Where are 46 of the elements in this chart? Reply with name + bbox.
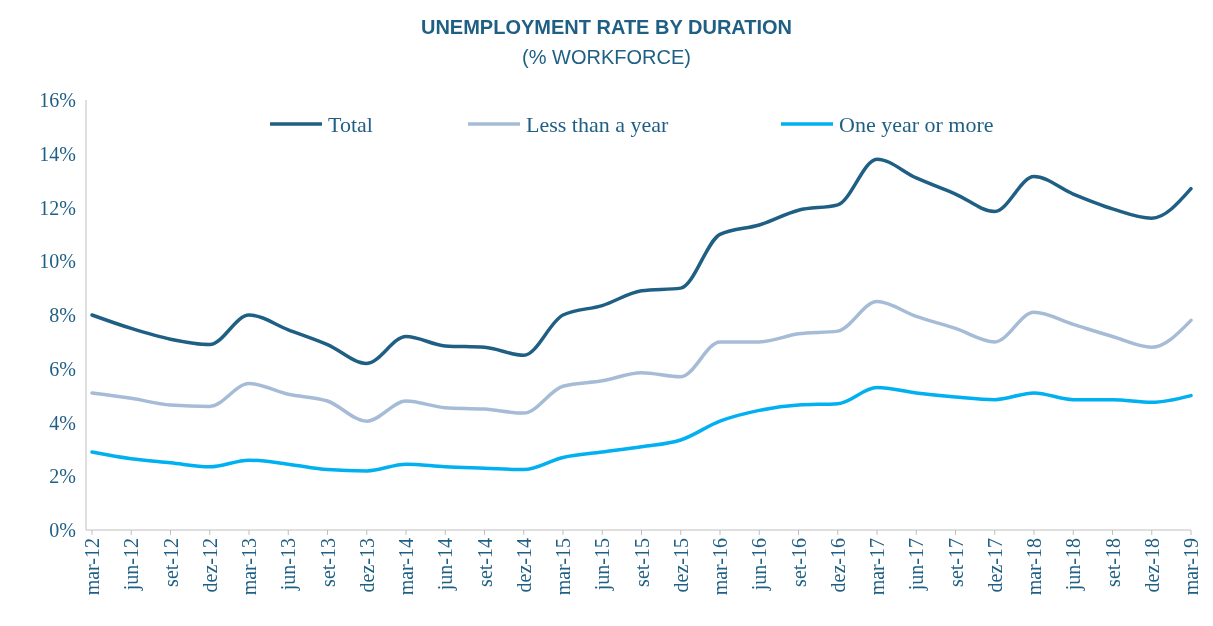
y-tick-label: 12% — [39, 196, 76, 219]
y-tick-label: 14% — [39, 142, 76, 165]
y-tick-label: 4% — [49, 411, 76, 434]
x-tick-label: mar-12 — [81, 538, 103, 596]
chart-subtitle: (% WORKFORCE) — [522, 46, 691, 68]
x-tick-label: mar-17 — [866, 538, 888, 596]
x-tick-label: set-13 — [316, 538, 339, 587]
line-series — [90, 157, 1193, 366]
x-tick-label: dez-14 — [512, 538, 535, 593]
x-tick-label: mar-16 — [709, 538, 731, 596]
x-tick-label: set-12 — [159, 538, 182, 587]
legend-label: One year or more — [839, 111, 994, 137]
x-tick-label: set-14 — [473, 538, 496, 587]
y-tick-label: 2% — [49, 465, 76, 488]
y-tick-label: 10% — [39, 250, 76, 273]
y-tick-label: 8% — [49, 304, 76, 326]
line-series — [90, 385, 1193, 473]
x-tick-label: jun-18 — [1062, 538, 1086, 592]
x-tick-label: mar-18 — [1023, 538, 1045, 596]
legend-label: Total — [328, 111, 373, 137]
x-tick-label: dez-12 — [198, 538, 221, 593]
x-tick-label: set-18 — [1101, 538, 1124, 587]
y-tick-label: 0% — [49, 519, 76, 541]
x-tick-label: dez-17 — [983, 538, 1006, 593]
x-tick-label: set-16 — [787, 538, 810, 587]
x-tick-label: mar-14 — [395, 538, 417, 596]
y-tick-label: 16% — [39, 89, 76, 111]
x-tick-label: dez-18 — [1140, 538, 1163, 593]
legend-label: Less than a year — [526, 111, 669, 137]
x-tick-label: jun-13 — [277, 538, 301, 592]
x-tick-label: mar-15 — [552, 538, 574, 596]
x-tick-label: dez-13 — [355, 538, 378, 593]
x-tick-label: mar-13 — [238, 538, 260, 596]
x-tick-label: jun-14 — [434, 538, 458, 592]
x-tick-label: jun-16 — [748, 538, 772, 592]
x-tick-label: set-17 — [944, 538, 967, 587]
x-tick-label: jun-17 — [905, 538, 929, 592]
y-tick-label: 6% — [49, 357, 76, 380]
chart-title: UNEMPLOYMENT RATE BY DURATION — [420, 16, 793, 38]
x-tick-label: dez-15 — [669, 538, 692, 593]
x-tick-label: mar-19 — [1180, 538, 1202, 596]
x-tick-label: set-15 — [630, 538, 653, 587]
x-tick-label: dez-16 — [826, 538, 849, 593]
line-series — [90, 299, 1193, 423]
x-tick-label: jun-15 — [591, 538, 615, 592]
x-tick-label: jun-12 — [120, 538, 144, 592]
